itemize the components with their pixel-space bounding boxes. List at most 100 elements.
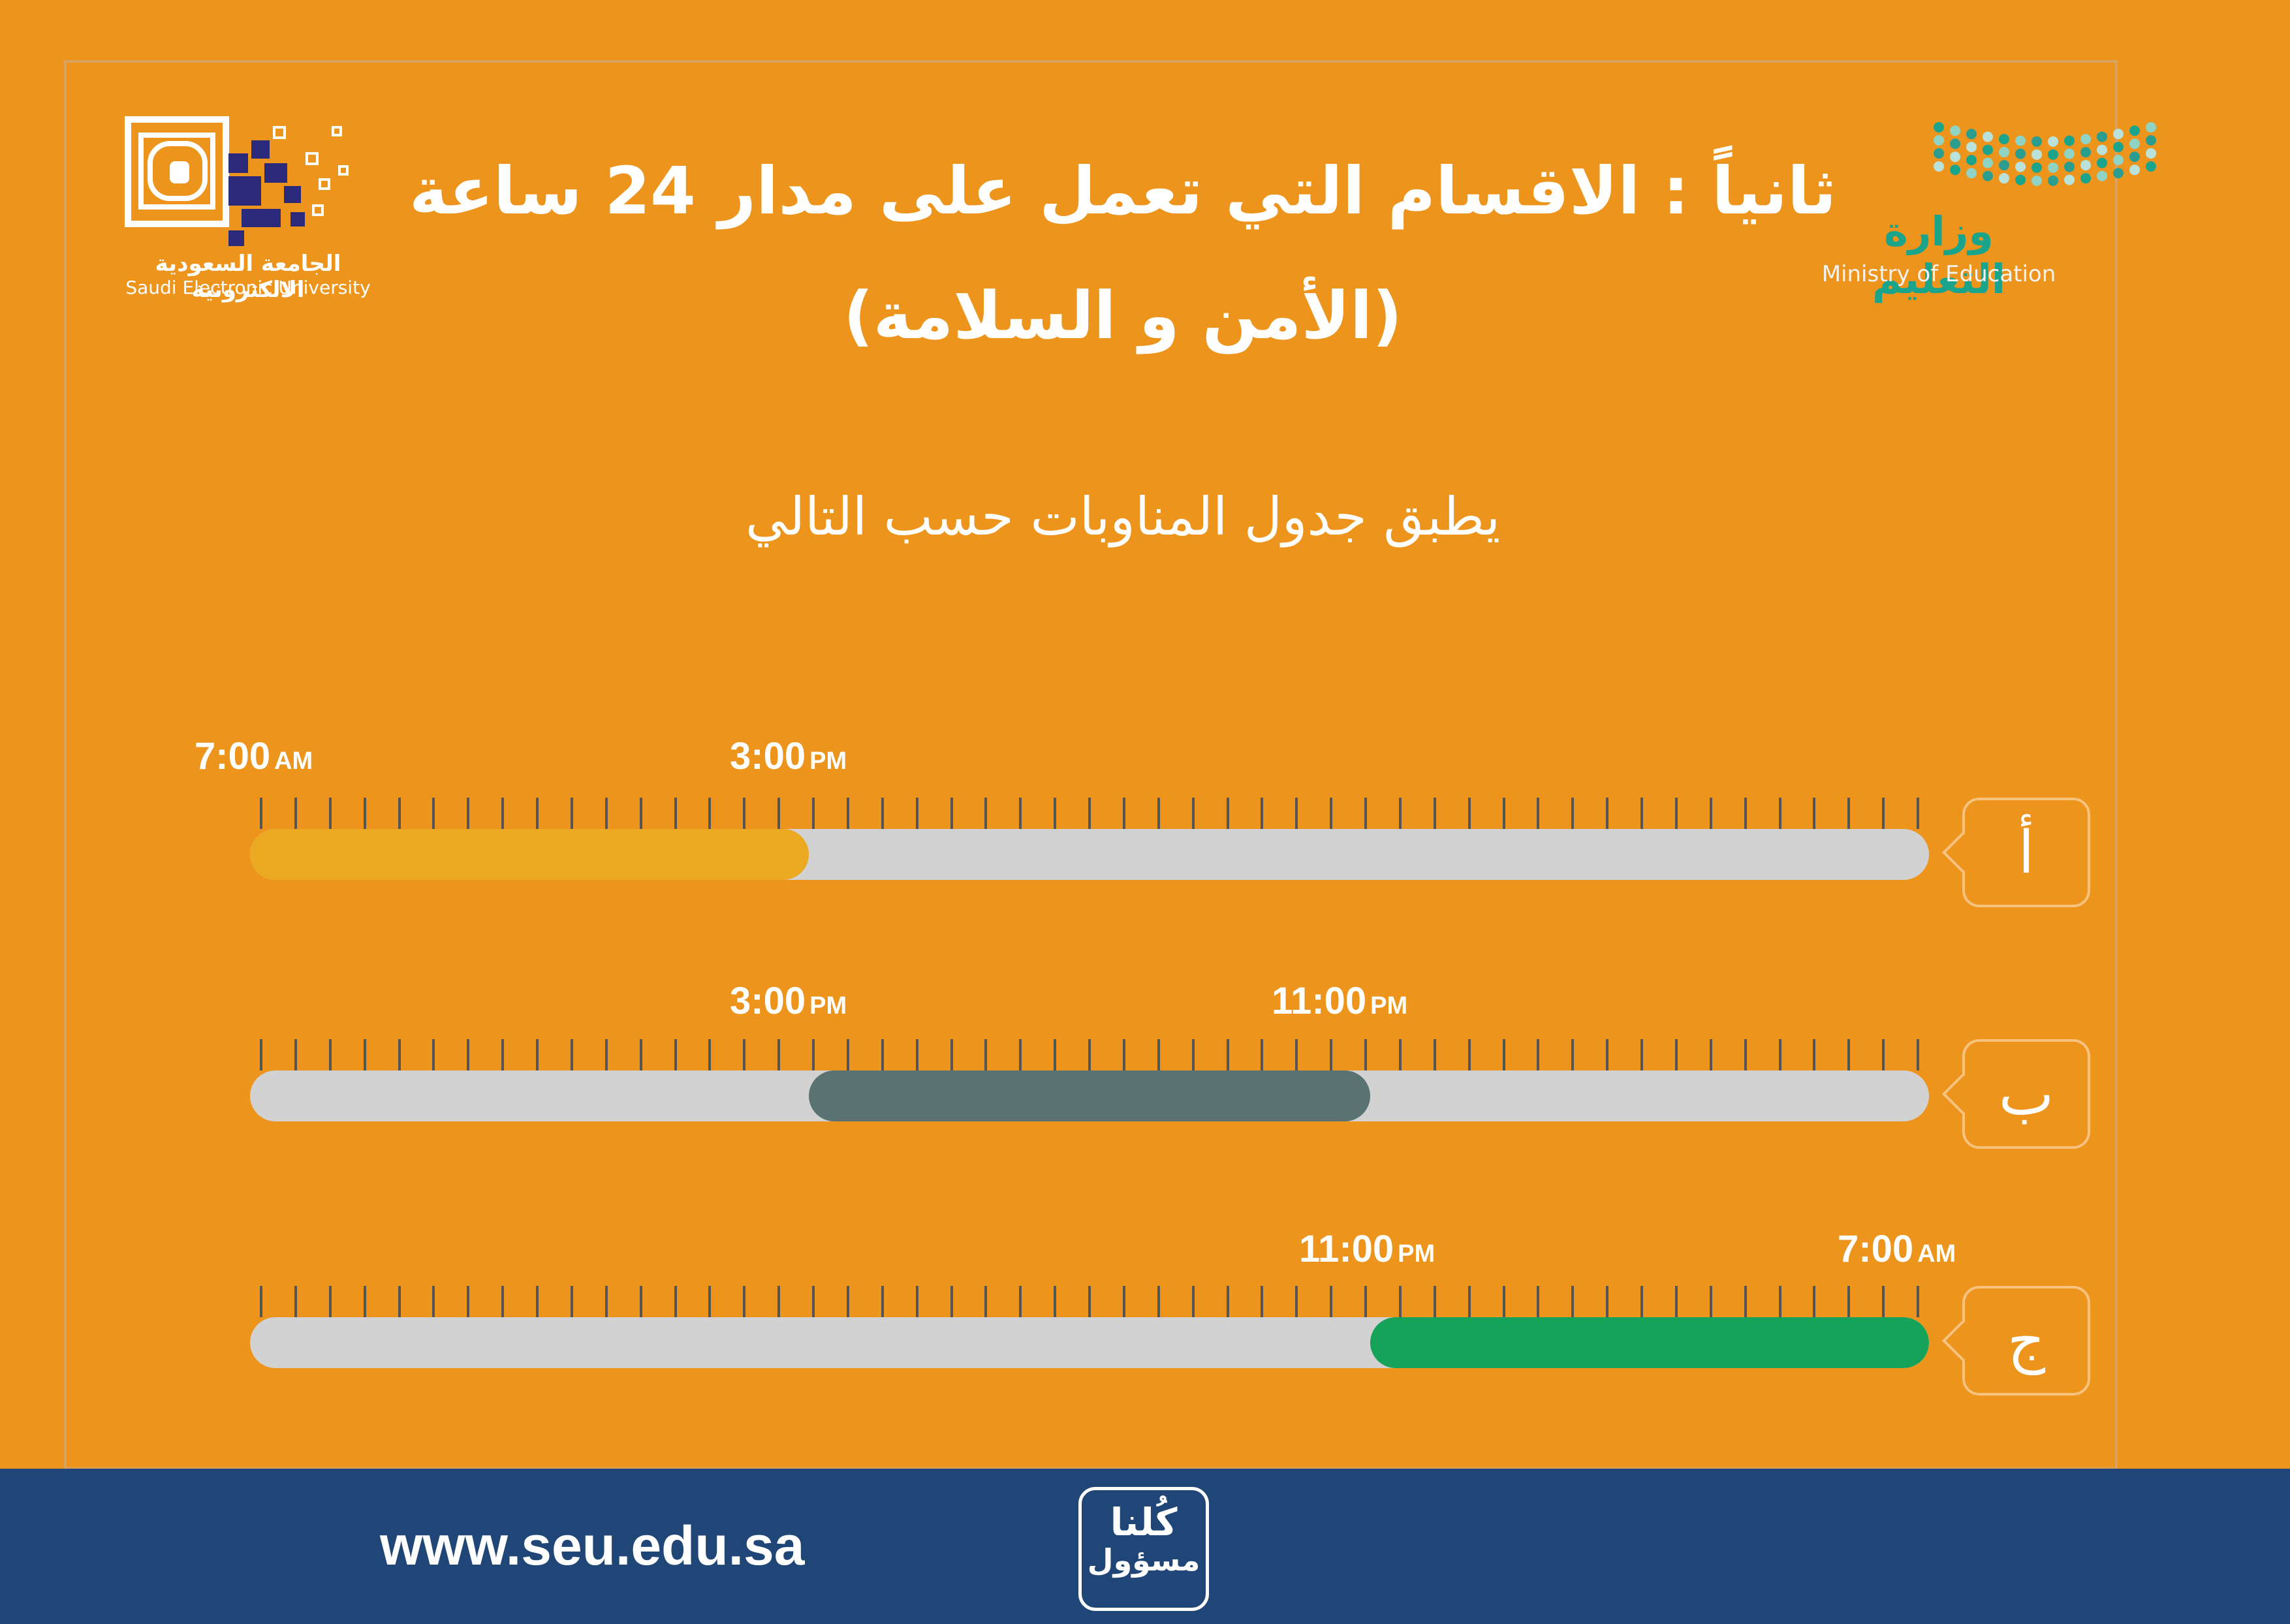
- tick-mark: [639, 1039, 642, 1070]
- tick-mark: [467, 1039, 470, 1070]
- tick-mark: [1088, 1039, 1091, 1070]
- tick-mark: [1502, 798, 1505, 829]
- logo-dot: [1983, 170, 1993, 181]
- logo-dot: [1950, 138, 1960, 149]
- tick-mark: [881, 1039, 884, 1070]
- tick-mark: [812, 798, 815, 829]
- logo-dot: [2146, 148, 2156, 159]
- seu-logo: [125, 116, 349, 246]
- tick-mark: [950, 1286, 953, 1317]
- tick-mark: [708, 1286, 712, 1317]
- logo-dot: [1934, 122, 1944, 133]
- tick-mark: [1157, 1286, 1160, 1317]
- tick-mark: [1088, 1286, 1091, 1317]
- tick-mark: [260, 1286, 262, 1317]
- tick-mark: [1364, 1286, 1367, 1317]
- tick-mark: [1571, 798, 1575, 829]
- tick-mark: [1709, 1039, 1712, 1070]
- logo-dot: [1950, 151, 1960, 163]
- tick-mark: [743, 1039, 746, 1070]
- logo-dot: [2097, 144, 2107, 155]
- tick-mark: [1847, 1286, 1851, 1317]
- shift-c-badge: ج: [1962, 1286, 2090, 1396]
- logo-dot: [2097, 170, 2107, 181]
- tick-mark: [1019, 1286, 1022, 1317]
- logo-dot: [1934, 148, 1944, 159]
- tick-mark: [1467, 1286, 1471, 1317]
- tick-mark: [1019, 1039, 1022, 1070]
- tick-mark: [1606, 798, 1609, 829]
- tick-mark: [1640, 1039, 1643, 1070]
- tick-mark: [881, 798, 884, 829]
- tick-mark: [708, 1039, 712, 1070]
- seu-name-english: Saudi Electronic University: [125, 277, 371, 298]
- tick-mark: [1261, 1286, 1264, 1317]
- tick-mark: [708, 798, 712, 829]
- logo-dot: [2113, 168, 2124, 179]
- tick-mark: [1917, 1039, 1919, 1070]
- tick-mark: [1813, 1039, 1816, 1070]
- shift-a-bar: [250, 829, 809, 880]
- tick-mark: [1295, 1039, 1298, 1070]
- tick-mark: [1606, 1286, 1609, 1317]
- logo-dot: [2048, 149, 2058, 160]
- tick-mark: [1674, 798, 1678, 829]
- tick-mark: [294, 798, 297, 829]
- tick-mark: [1122, 1039, 1125, 1070]
- tick-mark: [432, 798, 435, 829]
- schedule-intro: يطبق جدول المناوبات حسب التالي: [745, 486, 1501, 547]
- tick-mark: [984, 798, 988, 829]
- tick-mark: [1537, 1286, 1540, 1317]
- tick-mark: [570, 798, 573, 829]
- logo-dot: [2146, 122, 2156, 133]
- tick-mark: [363, 798, 366, 829]
- tick-mark: [984, 1039, 988, 1070]
- website-link[interactable]: www.seu.edu.sa: [380, 1515, 805, 1576]
- tick-mark: [1364, 798, 1367, 829]
- page-title: ثانياً : الاقسام التي تعمل على مدار 24 س…: [409, 153, 1837, 229]
- tick-mark: [1191, 1286, 1195, 1317]
- logo-dot: [2031, 162, 2042, 173]
- logo-dot: [2064, 148, 2075, 159]
- tick-mark: [984, 1286, 988, 1317]
- tick-mark: [1467, 1039, 1471, 1070]
- shift-b-bar: [809, 1070, 1370, 1121]
- logo-dot: [1983, 144, 1993, 155]
- shift-b-badge: ب: [1962, 1039, 2090, 1149]
- tick-mark: [1191, 1039, 1195, 1070]
- logo-dot: [2015, 174, 2026, 185]
- tick-mark: [1157, 1039, 1160, 1070]
- tick-mark: [846, 798, 849, 829]
- tick-mark: [604, 798, 608, 829]
- tick-mark: [1847, 1039, 1851, 1070]
- tick-mark: [363, 1039, 366, 1070]
- tick-mark: [1398, 1286, 1402, 1317]
- tick-mark: [1295, 1286, 1298, 1317]
- tick-mark: [674, 1286, 677, 1317]
- logo-dot: [2064, 161, 2075, 172]
- tick-mark: [260, 1039, 262, 1070]
- tick-mark: [777, 1286, 781, 1317]
- logo-dot: [2129, 164, 2140, 176]
- tick-mark: [1813, 1286, 1816, 1317]
- logo-dot: [1934, 161, 1944, 172]
- motto-line-2: مسؤول: [1087, 1542, 1200, 1578]
- tick-mark: [1226, 798, 1229, 829]
- tick-mark: [1917, 798, 1919, 829]
- tick-mark: [1709, 1286, 1712, 1317]
- tick-mark: [1054, 798, 1057, 829]
- logo-dot: [1999, 134, 2009, 145]
- tick-mark: [1226, 1286, 1229, 1317]
- logo-dot: [1999, 147, 2009, 158]
- shift-b-ticks: [260, 1039, 1919, 1070]
- logo-dot: [2031, 136, 2042, 147]
- tick-mark: [1433, 1039, 1436, 1070]
- tick-mark: [846, 1286, 849, 1317]
- tick-mark: [915, 1039, 918, 1070]
- tick-mark: [950, 1039, 953, 1070]
- tick-mark: [915, 1286, 918, 1317]
- tick-mark: [260, 798, 262, 829]
- shift-b-track: [250, 1070, 1929, 1121]
- shift-a-badge: أ: [1962, 798, 2090, 907]
- tick-mark: [398, 798, 401, 829]
